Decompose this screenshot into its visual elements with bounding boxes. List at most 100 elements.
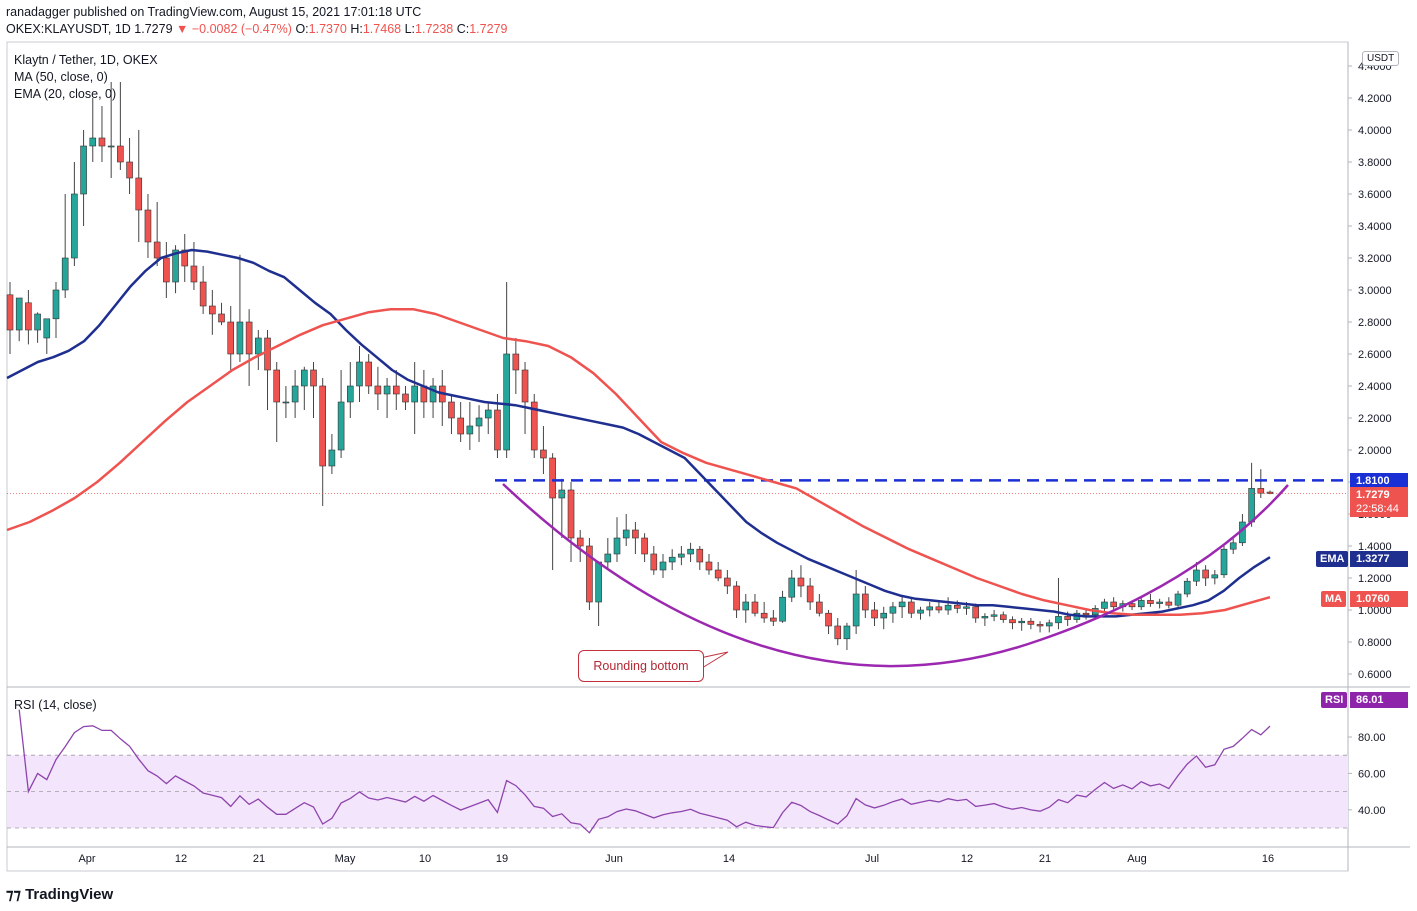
candle-body (1147, 600, 1154, 604)
time-tick-label: 21 (253, 853, 265, 865)
candle-body (742, 601, 750, 611)
candle-body (751, 601, 759, 614)
candle-body (356, 361, 363, 387)
candle-body (604, 553, 612, 563)
chart-frame (6, 41, 1349, 872)
legend-rsi[interactable]: RSI (14, close) (14, 698, 97, 712)
candle-body (429, 385, 437, 403)
candle-body (25, 302, 32, 331)
price-tick-label: 3.2000 (1358, 253, 1392, 265)
candle-body (1202, 569, 1209, 579)
candle-body (843, 625, 851, 640)
candle-body (917, 609, 924, 614)
candle-body (567, 489, 575, 539)
candle-body (880, 612, 888, 619)
bar-countdown: 22:58:44 (1350, 501, 1408, 517)
candle-body (494, 409, 501, 451)
legend-ma[interactable]: MA (50, close, 0) (14, 70, 108, 84)
candle-body (52, 289, 60, 320)
candle-body (714, 569, 722, 579)
candle-body (1220, 548, 1228, 576)
rsi-tick-label: 60.00 (1358, 768, 1386, 780)
annotation-pointer (699, 651, 729, 669)
candle-body (889, 606, 897, 614)
time-tick-label: 12 (175, 853, 187, 865)
footer-brand: TradingView (25, 886, 114, 903)
candle-body (209, 305, 216, 315)
candle-body (337, 401, 345, 451)
ma-tag-label: MA (1321, 591, 1347, 607)
candle-body (135, 177, 143, 211)
candle-body (126, 161, 133, 179)
ohlc-line: OKEX:KLAYUSDT, 1D 1.7279 ▼ −0.0082 (−0.4… (6, 22, 507, 36)
price-tick-label: 4.0000 (1358, 125, 1392, 137)
candle-body (972, 606, 979, 619)
time-tick-label: Jul (865, 853, 879, 865)
candle-body (1211, 574, 1219, 579)
candle-body (310, 369, 317, 387)
candle-body (346, 385, 354, 403)
currency-button[interactable]: USDT (1362, 51, 1400, 66)
candle-body (1257, 488, 1265, 494)
ma-50-line (6, 307, 1271, 617)
candle-body (383, 385, 391, 395)
candle-body (457, 417, 464, 435)
candle-body (98, 137, 106, 147)
last-price: 1.7279 (134, 22, 173, 36)
price-tick-label: 0.8000 (1358, 637, 1392, 649)
candle-body (89, 137, 97, 147)
candle-body (282, 401, 290, 404)
candle-body (540, 449, 547, 459)
price-tick-label: 0.6000 (1358, 669, 1392, 681)
candle-body (622, 529, 630, 539)
legend-ema[interactable]: EMA (20, close, 0) (14, 87, 117, 101)
candle-body (374, 385, 382, 395)
candle-body (953, 604, 961, 609)
candle-body (34, 313, 41, 331)
candle-body (586, 545, 593, 603)
candle-body (816, 601, 823, 614)
candle-body (1009, 619, 1016, 624)
ema-value-tag: 1.3277 (1350, 551, 1408, 567)
candle-body (1193, 569, 1200, 582)
tradingview-logo[interactable]: ⁊⁊ TradingView (6, 885, 113, 903)
candle-body (613, 537, 621, 555)
time-tick-label: 14 (723, 853, 735, 865)
candle-body (1128, 603, 1136, 608)
candle-body (825, 612, 832, 627)
candle-body (678, 553, 685, 558)
candle-body (1027, 620, 1035, 625)
candle-body (503, 353, 510, 451)
candle-body (871, 609, 878, 619)
candle-body (1183, 580, 1191, 595)
candle-body (898, 601, 906, 608)
price-tick-label: 1.2000 (1358, 573, 1392, 585)
legend-title[interactable]: Klaytn / Tether, 1D, OKEX (14, 53, 158, 67)
candle-body (301, 369, 308, 387)
price-tick-label: 2.0000 (1358, 445, 1392, 457)
rounding-bottom-curve (502, 483, 1289, 668)
candle-body (1055, 616, 1062, 624)
price-tick-label: 3.6000 (1358, 189, 1392, 201)
price-tick-label: 3.4000 (1358, 221, 1392, 233)
ma-value-tag: 1.0760 (1350, 591, 1408, 607)
open-label: O: (295, 22, 309, 36)
candle-body (402, 393, 409, 403)
publisher-line: ranadagger published on TradingView.com,… (6, 5, 422, 19)
rsi-line (18, 709, 1271, 834)
candle-body (61, 257, 69, 291)
candle-body (466, 425, 474, 435)
time-tick-label: 19 (496, 853, 508, 865)
candle-body (71, 193, 78, 259)
candle-body (392, 385, 400, 395)
time-tick-label: 12 (961, 853, 973, 865)
candle-body (6, 294, 14, 331)
candle-body (1082, 612, 1090, 616)
candle-body (144, 209, 152, 243)
candle-body (475, 417, 483, 427)
candle-body (999, 614, 1007, 620)
candle-body (484, 409, 492, 419)
candle-body (15, 297, 23, 331)
candle-body (990, 614, 998, 617)
